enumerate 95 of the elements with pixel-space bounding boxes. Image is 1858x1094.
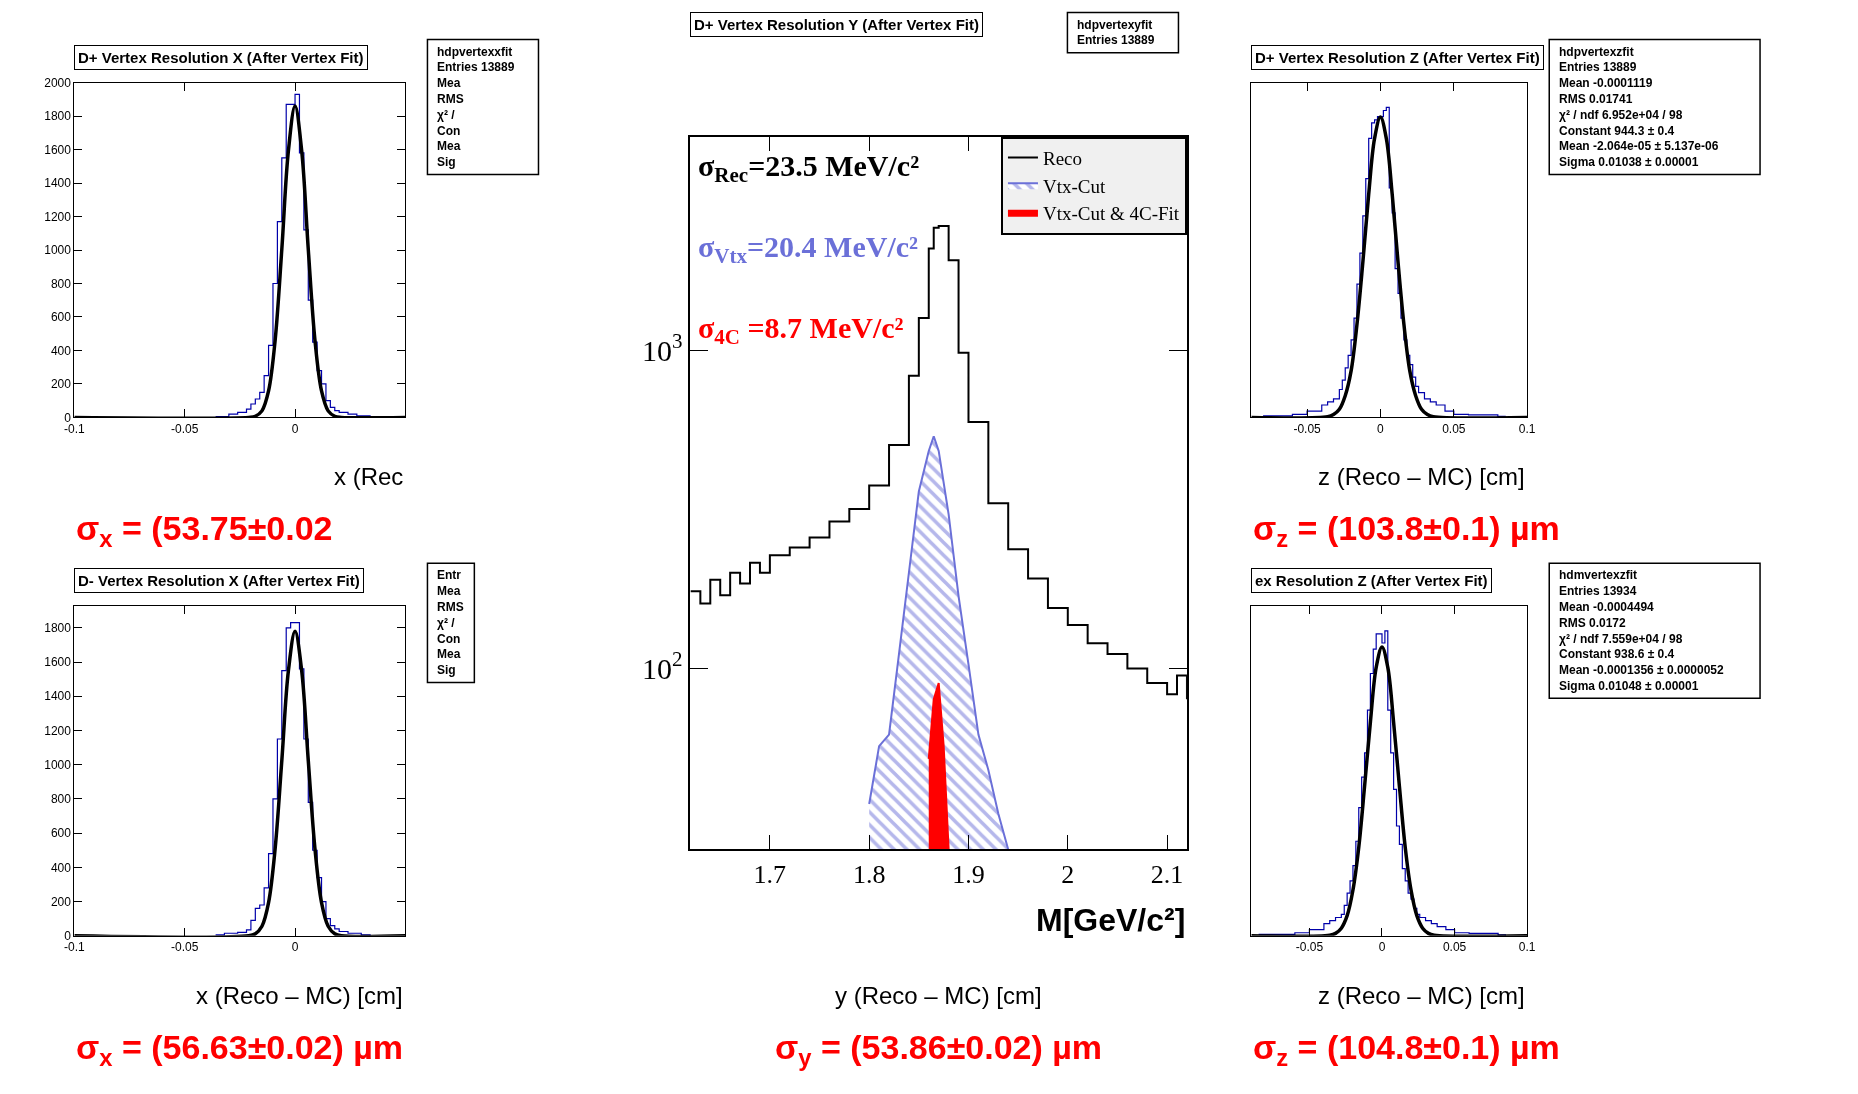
text: σ$_{z}$ = (103.8±0.1) µm (1253, 509, 1560, 553)
text: σ$_{y}$ = (53.86±0.02) µm (775, 1028, 1103, 1072)
text: χ² / ndf 6.952e+04 / 98 (1559, 108, 1683, 122)
text: σ$_{x}$ = (56.63±0.02) µm (76, 1028, 404, 1072)
text: Mea (437, 139, 461, 153)
text: σ$_{x}$ = (53.75±0.02 (76, 509, 333, 553)
text: Mea (437, 584, 461, 598)
x-tick-label: 0.1 (1518, 421, 1536, 436)
text: hdpvertexyfit (1077, 18, 1153, 32)
text: Entries 13889 (437, 60, 515, 74)
y-tick-label: 400 (50, 860, 72, 875)
text: D+ Vertex Resolution Y (After Vertex Fit) (694, 16, 979, 33)
text: Con (437, 632, 461, 646)
text: Mea (437, 647, 461, 661)
annotation: σ$_{4C}$ =8.7 MeV/c² (698, 311, 904, 350)
y-tick-label: 400 (50, 343, 72, 358)
x-axis-title: z (Reco – MC) [cm] (1318, 982, 1525, 1009)
text: Con (437, 124, 461, 138)
y-tick-label: 1400 (44, 689, 72, 704)
x-axis-title: x (Rec (334, 463, 404, 490)
x-tick-label: 2 (1061, 859, 1075, 889)
text: RMS (437, 92, 464, 106)
y-tick-label: 1600 (44, 142, 72, 157)
y-tick-label: 200 (50, 894, 72, 909)
chart-title: D- Vertex Resolution X (After Vertex Fit) (78, 572, 360, 589)
text: hdmvertexzfit (1559, 568, 1638, 582)
x-tick-label: -0.1 (64, 940, 86, 955)
text: χ² / ndf 7.559e+04 / 98 (1559, 632, 1683, 646)
y-tick-label: 2000 (44, 75, 72, 90)
text: Sig (437, 155, 456, 169)
x-tick-label: 0 (1377, 421, 1385, 436)
x-tick-label: 0 (1378, 940, 1386, 955)
y-tick-label: 0 (64, 929, 72, 943)
text: Entries 13934 (1559, 584, 1637, 598)
text: RMS 0.01741 (1559, 92, 1633, 106)
x-axis-title: z (Reco – MC) [cm] (1318, 463, 1525, 490)
text: χ² / (437, 616, 456, 630)
y-tick-label: 600 (50, 826, 72, 841)
legend-label: Reco (1042, 147, 1083, 169)
y-tick-label: 10$^{2}$ (641, 647, 683, 686)
x-tick-label: 0.1 (1518, 940, 1536, 955)
legend-label: Vtx-Cut (1042, 175, 1106, 197)
y-tick-label: 800 (50, 792, 72, 807)
text: χ² / (437, 108, 456, 122)
annotation: σ$_{Rec}$=23.5 MeV/c² (698, 149, 920, 188)
x-axis-title: x (Reco – MC) [cm] (196, 982, 403, 1009)
text: Constant 944.3 ± 0.4 (1559, 124, 1675, 138)
x-tick-label: -0.05 (171, 940, 199, 955)
y-tick-label: 1600 (44, 655, 72, 670)
y-tick-label: 800 (50, 276, 72, 291)
y-tick-label: 1800 (44, 620, 72, 635)
text: RMS 0.0172 (1559, 616, 1627, 630)
x-tick-label: 0 (291, 940, 299, 955)
text: hdpvertexzfit (1559, 45, 1634, 59)
text: Sigma 0.01038 ± 0.00001 (1559, 155, 1699, 169)
x-tick-label: -0.05 (171, 421, 199, 436)
text: Sig (437, 663, 456, 677)
text: Mea (437, 76, 461, 90)
x-tick-label: 1.8 (852, 859, 886, 889)
text: hdpvertexxfit (437, 45, 513, 59)
text: Mean -0.0001119 (1559, 76, 1653, 90)
y-tick-label: 1000 (44, 757, 72, 772)
text: y (Reco – MC) [cm] (835, 982, 1042, 1009)
x-tick-label: 2.1 (1150, 859, 1184, 889)
y-tick-label: 1200 (44, 723, 72, 738)
x-tick-label: 1.7 (753, 859, 787, 889)
x-axis-title: M[GeV/c²] (1036, 902, 1186, 938)
x-tick-label: 0.05 (1442, 421, 1466, 436)
chart-title: D+ Vertex Resolution X (After Vertex Fit) (78, 49, 364, 66)
y-tick-label: 1400 (44, 176, 72, 191)
text: Entries 13889 (1077, 33, 1155, 47)
y-tick-label: 10$^{3}$ (641, 329, 683, 367)
x-tick-label: -0.05 (1295, 940, 1324, 955)
x-tick-label: 0 (291, 421, 299, 436)
y-tick-label: 200 (50, 377, 72, 392)
text: Sigma 0.01048 ± 0.00001 (1559, 679, 1699, 693)
legend-label: Vtx-Cut & 4C-Fit (1042, 203, 1180, 225)
y-tick-label: 1800 (44, 109, 72, 124)
text: Mean -2.064e-05 ± 5.137e-06 (1559, 139, 1719, 153)
y-tick-label: 1000 (44, 243, 72, 258)
text: Mean -0.0004494 (1559, 600, 1655, 614)
x-tick-label: 0.05 (1442, 940, 1467, 955)
text: RMS (437, 600, 464, 614)
text: Mean -0.0001356 ± 0.0000052 (1559, 663, 1725, 677)
chart-title: ex Resolution Z (After Vertex Fit) (1255, 572, 1488, 589)
text: Constant 938.6 ± 0.4 (1559, 647, 1675, 661)
text: Entries 13889 (1559, 60, 1637, 74)
chart-title: D+ Vertex Resolution Z (After Vertex Fit) (1255, 49, 1540, 66)
text: σ$_{z}$ = (104.8±0.1) µm (1253, 1028, 1560, 1072)
y-tick-label: 1200 (44, 209, 72, 224)
x-tick-label: -0.05 (1293, 421, 1322, 436)
text: Entr (437, 568, 462, 582)
x-tick-label: 1.9 (952, 859, 985, 889)
annotation: σ$_{Vtx}$=20.4 MeV/c² (698, 230, 919, 269)
y-tick-label: 600 (50, 310, 72, 325)
